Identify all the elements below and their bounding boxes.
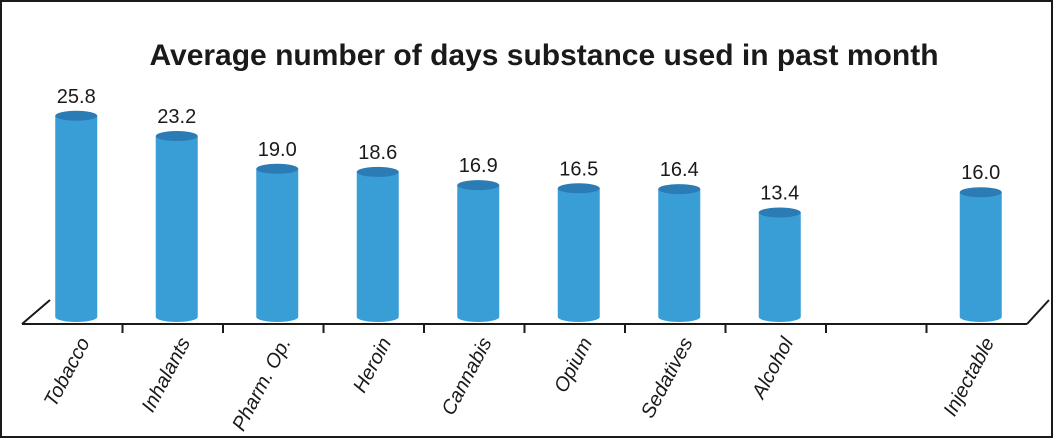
category-label: Injectable	[940, 334, 1000, 420]
x-axis-right-depth-line	[1026, 299, 1050, 325]
bar-body	[155, 136, 198, 322]
value-label: 13.4	[760, 182, 799, 204]
value-label: 16.0	[961, 162, 1000, 184]
bar-top	[256, 163, 299, 174]
category-label-layer: Tobacco Inhalants Pharm. Op. Heroin Cannabis…	[40, 334, 999, 435]
bar-body	[356, 171, 399, 322]
bar	[457, 180, 500, 322]
axis-layer	[21, 299, 1050, 333]
bar-body	[557, 188, 600, 322]
category-label: Inhalants	[138, 334, 196, 416]
bar-layer	[55, 110, 1002, 322]
x-axis-left-depth-line	[21, 299, 51, 325]
category-label: Cannabis	[438, 334, 497, 419]
value-label: 16.4	[660, 159, 699, 181]
category-label: Tobacco	[40, 334, 95, 410]
value-label: 16.9	[459, 155, 498, 177]
bar-body	[457, 185, 500, 322]
bar-body	[256, 168, 299, 322]
bar-top	[457, 180, 500, 191]
bar	[959, 187, 1002, 322]
value-label: 19.0	[258, 139, 297, 161]
bar-top	[155, 131, 198, 142]
bar-body	[758, 212, 801, 322]
bar	[256, 163, 299, 322]
bar-top	[557, 183, 600, 194]
bar	[155, 131, 198, 322]
category-label: Pharm. Op.	[228, 334, 295, 435]
category-label: Heroin	[349, 334, 396, 396]
value-label: 25.8	[57, 86, 96, 108]
bar-body	[658, 189, 701, 322]
bar-top	[959, 187, 1002, 198]
chart-title: Average number of days substance used in…	[149, 39, 938, 72]
value-label-layer: 25.8 23.2 19.0 18.6 16.9 16.5 16.4 13.4 16.0	[57, 86, 1000, 205]
value-label: 18.6	[358, 142, 397, 164]
bar	[758, 207, 801, 322]
bar	[55, 110, 98, 322]
bar-top	[758, 207, 801, 218]
bar	[658, 184, 701, 322]
bar-top	[356, 166, 399, 177]
category-label: Opium	[550, 334, 597, 396]
value-label: 23.2	[157, 106, 196, 128]
value-label: 16.5	[559, 158, 598, 180]
bar-top	[658, 184, 701, 195]
bar	[557, 183, 600, 322]
category-label: Sedatives	[637, 334, 698, 422]
bar-body	[55, 115, 98, 322]
bar-top	[55, 110, 98, 121]
bar	[356, 166, 399, 322]
bar-body	[959, 192, 1002, 322]
category-label: Alcohol	[747, 334, 798, 404]
